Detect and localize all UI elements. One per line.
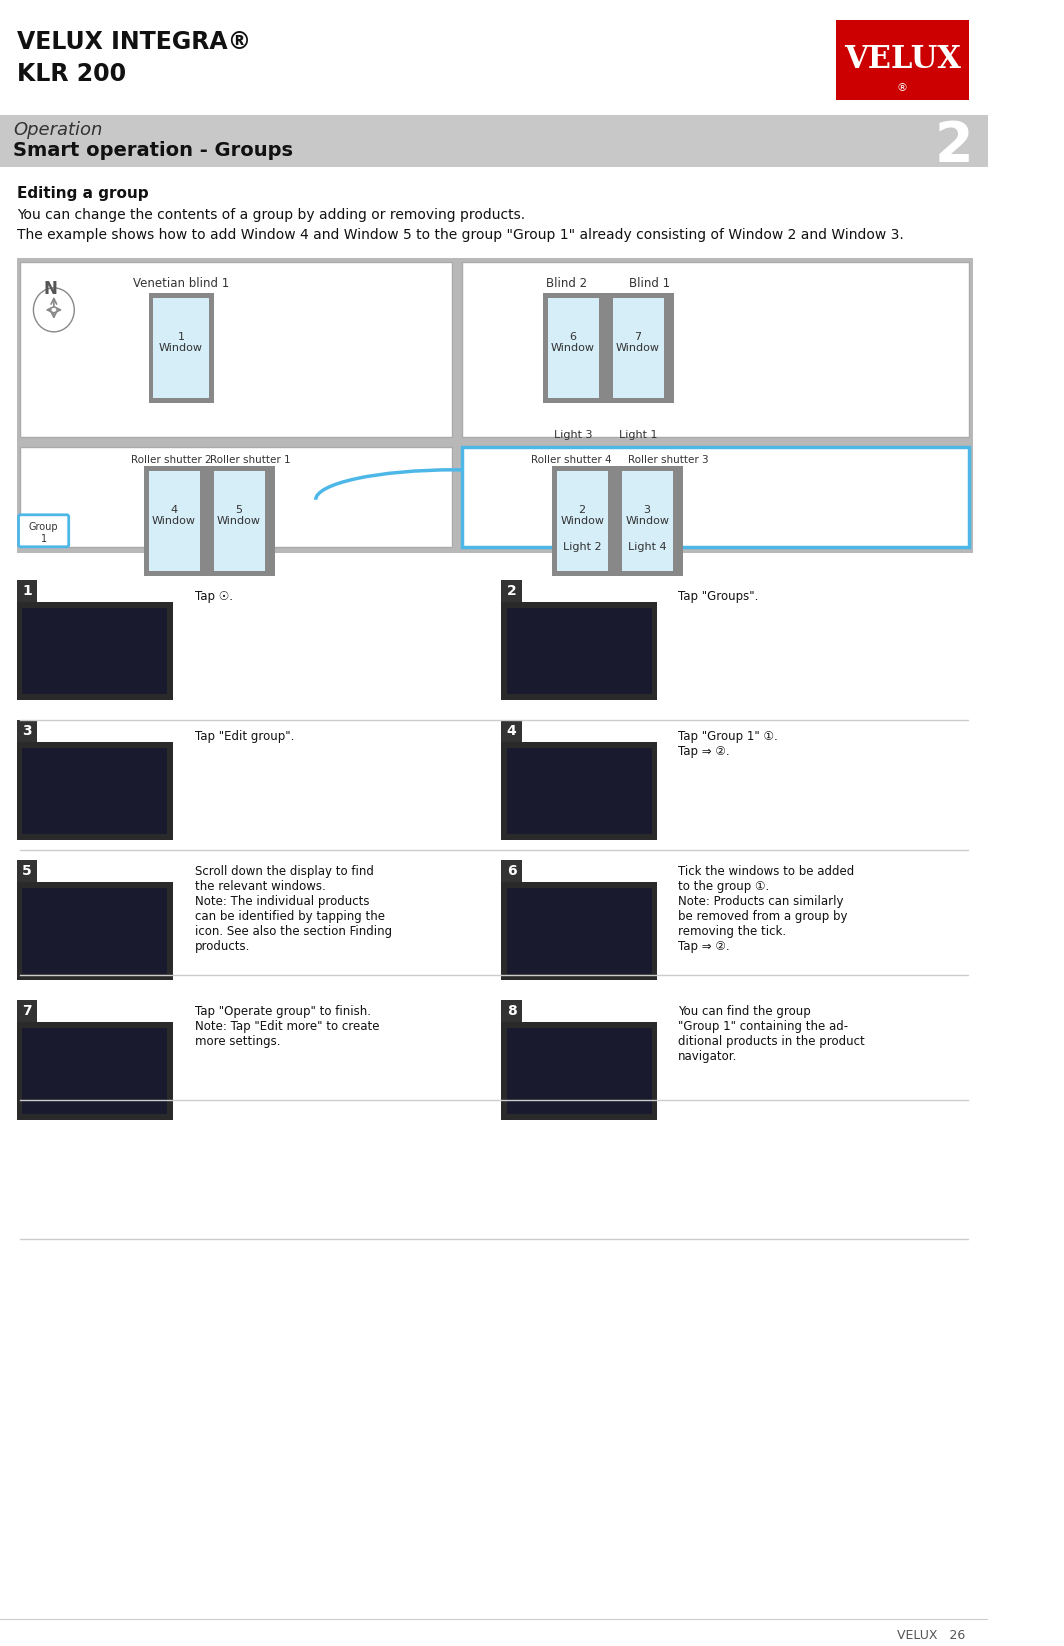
Text: Light 4: Light 4 xyxy=(628,542,666,551)
Text: Smart operation - Groups: Smart operation - Groups xyxy=(13,142,293,160)
Text: ®: ® xyxy=(897,82,908,92)
FancyBboxPatch shape xyxy=(501,579,521,602)
FancyBboxPatch shape xyxy=(835,20,969,100)
Text: VELUX: VELUX xyxy=(844,44,961,76)
Text: Light 1: Light 1 xyxy=(618,430,658,439)
FancyBboxPatch shape xyxy=(20,262,452,436)
FancyBboxPatch shape xyxy=(17,579,37,602)
Text: N: N xyxy=(44,280,57,298)
FancyBboxPatch shape xyxy=(506,1027,652,1114)
FancyBboxPatch shape xyxy=(506,887,652,973)
Text: Window: Window xyxy=(616,342,660,352)
Text: Roller shutter 2: Roller shutter 2 xyxy=(132,454,212,464)
Text: 1: 1 xyxy=(178,332,184,342)
Text: Tap "Group 1" ①.
Tap ⇒ ②.: Tap "Group 1" ①. Tap ⇒ ②. xyxy=(678,729,778,757)
FancyBboxPatch shape xyxy=(153,298,209,398)
FancyBboxPatch shape xyxy=(506,747,652,833)
Text: Blind 2: Blind 2 xyxy=(546,277,587,290)
FancyBboxPatch shape xyxy=(613,298,664,398)
FancyBboxPatch shape xyxy=(501,882,658,979)
Text: 6: 6 xyxy=(506,864,516,877)
Text: Tick the windows to be added
to the group ①.
Note: Products can similarly
be rem: Tick the windows to be added to the grou… xyxy=(678,864,854,953)
Text: Scroll down the display to find
the relevant windows.
Note: The individual produ: Scroll down the display to find the rele… xyxy=(195,864,393,953)
Text: Light 2: Light 2 xyxy=(563,542,601,551)
FancyBboxPatch shape xyxy=(463,262,969,436)
FancyBboxPatch shape xyxy=(552,466,683,576)
Text: 6: 6 xyxy=(569,332,577,342)
Text: Light 3: Light 3 xyxy=(553,430,593,439)
Text: Window: Window xyxy=(626,515,669,525)
FancyBboxPatch shape xyxy=(501,859,521,882)
FancyBboxPatch shape xyxy=(0,115,987,166)
Text: Roller shutter 4: Roller shutter 4 xyxy=(531,454,612,464)
Text: VELUX   26: VELUX 26 xyxy=(897,1630,966,1643)
Text: You can change the contents of a group by adding or removing products.: You can change the contents of a group b… xyxy=(17,207,525,222)
FancyBboxPatch shape xyxy=(548,298,599,398)
FancyBboxPatch shape xyxy=(543,293,675,403)
FancyBboxPatch shape xyxy=(18,515,69,546)
Text: 3: 3 xyxy=(644,505,651,515)
FancyBboxPatch shape xyxy=(22,607,167,693)
FancyBboxPatch shape xyxy=(506,607,652,693)
FancyBboxPatch shape xyxy=(463,446,969,546)
FancyBboxPatch shape xyxy=(501,719,521,742)
Text: 7: 7 xyxy=(22,1004,32,1017)
Text: The example shows how to add Window 4 and Window 5 to the group "Group 1" alread: The example shows how to add Window 4 an… xyxy=(17,227,903,242)
FancyBboxPatch shape xyxy=(149,471,200,571)
Text: Venetian blind 1: Venetian blind 1 xyxy=(133,277,229,290)
FancyBboxPatch shape xyxy=(17,602,172,700)
FancyBboxPatch shape xyxy=(501,1022,658,1119)
FancyBboxPatch shape xyxy=(214,471,265,571)
FancyBboxPatch shape xyxy=(17,258,974,553)
Text: Window: Window xyxy=(560,515,604,525)
Text: Window: Window xyxy=(152,515,196,525)
FancyBboxPatch shape xyxy=(501,742,658,839)
Text: Window: Window xyxy=(217,515,261,525)
FancyBboxPatch shape xyxy=(501,602,658,700)
FancyBboxPatch shape xyxy=(622,471,674,571)
Text: 4: 4 xyxy=(506,724,516,737)
Text: Roller shutter 1: Roller shutter 1 xyxy=(211,454,290,464)
Text: 5: 5 xyxy=(22,864,32,877)
Text: Tap ☉.: Tap ☉. xyxy=(195,589,233,602)
Text: 4: 4 xyxy=(170,505,178,515)
FancyBboxPatch shape xyxy=(22,747,167,833)
Text: 2: 2 xyxy=(934,119,974,173)
Text: Blind 1: Blind 1 xyxy=(630,277,670,290)
FancyBboxPatch shape xyxy=(17,999,37,1022)
FancyBboxPatch shape xyxy=(17,882,172,979)
Text: 2: 2 xyxy=(579,505,585,515)
FancyBboxPatch shape xyxy=(144,466,275,576)
FancyBboxPatch shape xyxy=(17,742,172,839)
Text: Tap "Edit group".: Tap "Edit group". xyxy=(195,729,295,742)
FancyBboxPatch shape xyxy=(17,1022,172,1119)
FancyBboxPatch shape xyxy=(22,1027,167,1114)
Text: Tap "Groups".: Tap "Groups". xyxy=(678,589,759,602)
Text: Operation: Operation xyxy=(13,120,102,138)
Text: 8: 8 xyxy=(506,1004,516,1017)
FancyBboxPatch shape xyxy=(149,293,214,403)
FancyBboxPatch shape xyxy=(501,999,521,1022)
Text: Tap "Operate group" to finish.
Note: Tap "Edit more" to create
more settings.: Tap "Operate group" to finish. Note: Tap… xyxy=(195,1004,380,1047)
Text: 3: 3 xyxy=(22,724,32,737)
Text: Roller shutter 3: Roller shutter 3 xyxy=(628,454,709,464)
FancyBboxPatch shape xyxy=(22,887,167,973)
Text: 1: 1 xyxy=(22,584,32,597)
Text: Window: Window xyxy=(159,342,203,352)
Text: KLR 200: KLR 200 xyxy=(17,63,126,86)
Text: You can find the group
"Group 1" containing the ad-
ditional products in the pro: You can find the group "Group 1" contain… xyxy=(678,1004,865,1063)
Text: Window: Window xyxy=(551,342,595,352)
Text: VELUX INTEGRA®: VELUX INTEGRA® xyxy=(17,30,251,54)
Text: 7: 7 xyxy=(634,332,642,342)
Text: 2: 2 xyxy=(506,584,516,597)
Text: Group
1: Group 1 xyxy=(29,522,59,543)
FancyBboxPatch shape xyxy=(17,859,37,882)
Text: 5: 5 xyxy=(235,505,243,515)
FancyBboxPatch shape xyxy=(17,719,37,742)
FancyBboxPatch shape xyxy=(558,471,609,571)
Text: Editing a group: Editing a group xyxy=(17,186,148,201)
FancyBboxPatch shape xyxy=(20,446,452,546)
